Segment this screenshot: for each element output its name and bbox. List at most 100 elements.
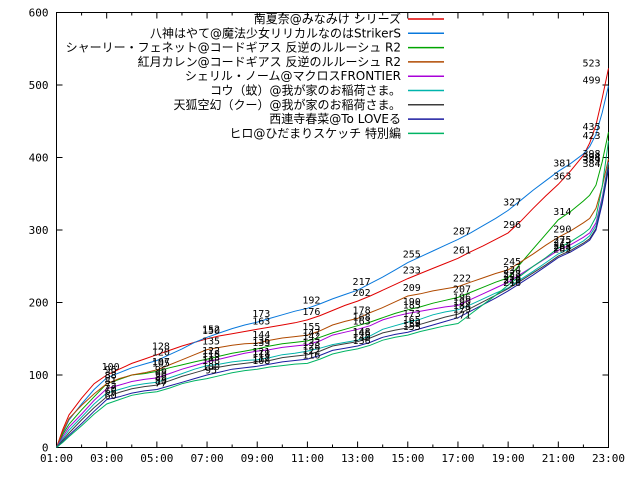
value-label-0-9: 163 [252,316,270,327]
x-axis-label: 01:00 [40,452,73,465]
value-label-3-9: 144 [252,330,270,341]
value-label-1-7: 152 [202,324,220,335]
x-axis-label: 03:00 [90,452,123,465]
value-label-2-5: 105 [152,358,170,369]
value-label-2-19: 234 [503,265,521,276]
value-label-7-17: 179 [453,305,471,316]
value-label-7-19: 216 [503,278,521,289]
value-label-5-3: 75 [105,380,117,391]
value-label-1-9: 173 [252,309,270,320]
value-label-7-3: 66 [105,387,117,398]
value-label-8-3: 60 [105,391,117,402]
y-axis-label: 200 [29,297,49,310]
value-label-7-7: 100 [202,362,220,373]
value-label-4-17: 196 [453,292,471,303]
x-axis-label: 13:00 [341,452,374,465]
value-label-8-13: 136 [353,336,371,347]
value-label-0-15: 233 [403,266,421,277]
value-label-6-3: 70 [105,384,117,395]
legend-label-6: 天狐空幻（クー）@我が家のお稲荷さま。 [173,97,401,112]
value-label-1-13: 217 [353,277,371,288]
value-label-2-13: 168 [353,313,371,324]
value-label-5-19: 220 [503,275,521,286]
value-label-0-5: 128 [152,342,170,353]
value-label-4-5: 96 [155,365,167,376]
legend-label-3: 紅月カレン@コードギアス 反逆のルルーシュ R2 [138,54,401,69]
value-label-1-21: 381 [553,158,571,169]
value-label-1-11: 192 [302,295,320,306]
value-label-3-11: 155 [302,322,320,333]
value-label-1-23: 499 [582,76,600,87]
value-label-0-7: 150 [202,326,220,337]
value-label-8-9: 108 [252,356,270,367]
value-label-6-23: 389 [582,155,600,166]
series-line-4 [56,161,609,448]
value-label-6-21: 264 [553,243,571,254]
x-axis-label: 15:00 [391,452,424,465]
value-label-3-15: 209 [403,283,421,294]
value-label-6-11: 128 [302,342,320,353]
x-axis-label: 07:00 [190,452,223,465]
value-label-3-7: 135 [202,337,220,348]
value-label-1-19: 327 [503,197,521,208]
value-label-5-21: 267 [553,241,571,252]
value-label-2-17: 207 [453,284,471,295]
value-label-7-21: 262 [553,245,571,256]
value-label-4-3: 81 [105,376,117,387]
series-line-0 [56,68,609,448]
series-line-3 [56,158,609,448]
value-label-7-13: 140 [353,333,371,344]
value-label-3-23: 398 [582,149,600,160]
value-label-5-7: 113 [202,353,220,364]
series-line-6 [56,165,609,448]
legend-label-5: コウ（蚊）@我が家のお稲荷さま。 [210,83,401,98]
legend-label-4: シェリル・ノーム@マクロスFRONTIER [185,69,401,83]
legend-label-7: 西連寺春菜@To LOVEる [269,112,401,126]
legend-label-2: シャーリー・フェネット@コードギアス 反逆のルルーシュ R2 [66,40,401,55]
value-label-4-23: 394 [582,152,600,163]
value-label-4-15: 185 [403,300,421,311]
value-label-3-19: 245 [503,257,521,268]
value-label-5-15: 173 [403,309,421,320]
value-label-8-7: 95 [205,366,217,377]
value-label-2-3: 88 [105,371,117,382]
x-axis-label: 09:00 [241,452,274,465]
legend-label-0: 南夏奈@みなみけ シリーズ [254,11,401,26]
value-label-3-17: 222 [453,274,471,285]
value-label-5-23: 393 [582,153,600,164]
legend-label-1: 八神はやて@魔法少女リリカルなのはStrikerS [150,25,401,40]
value-label-1-3: 96 [105,365,117,376]
value-label-3-13: 178 [353,305,371,316]
value-label-5-9: 121 [252,347,270,358]
value-label-8-21: 275 [553,235,571,246]
y-axis-label: 400 [29,152,49,165]
value-label-0-13: 202 [353,288,371,299]
value-label-0-11: 176 [302,307,320,318]
value-label-5-11: 133 [302,338,320,349]
value-label-0-19: 296 [503,220,521,231]
series-line-2 [56,131,609,448]
value-label-1-5: 120 [152,348,170,359]
value-label-5-17: 190 [453,297,471,308]
legend-label-8: ヒロ@ひだまりスケッチ 特別編 [229,125,401,140]
value-label-4-19: 228 [503,269,521,280]
value-label-1-15: 255 [403,250,421,261]
value-label-0-3: 100 [102,362,120,373]
value-label-0-21: 363 [553,171,571,182]
value-label-3-5: 107 [152,357,170,368]
value-label-2-15: 190 [403,297,421,308]
value-label-7-11: 122 [302,346,320,357]
value-label-0-17: 261 [453,245,471,256]
value-label-8-23: 423 [582,131,600,142]
value-label-3-21: 290 [553,224,571,235]
value-label-7-9: 112 [252,353,270,364]
value-label-4-9: 133 [252,338,270,349]
y-axis-label: 500 [29,79,49,92]
y-axis-label: 300 [29,224,49,237]
value-label-6-13: 146 [353,329,371,340]
x-axis-label: 19:00 [492,452,525,465]
x-axis-label: 23:00 [592,452,625,465]
series-line-7 [56,169,609,448]
